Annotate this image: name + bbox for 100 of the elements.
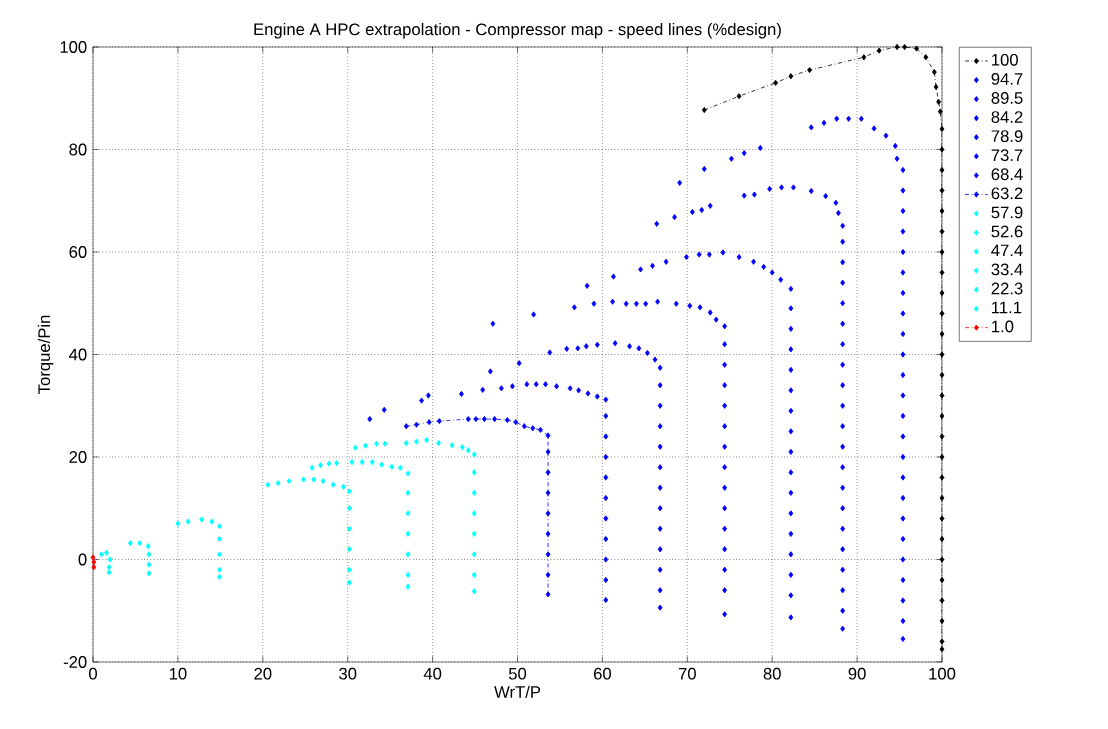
- point: [900, 412, 906, 420]
- point: [657, 382, 663, 389]
- point: [722, 566, 728, 573]
- point: [696, 251, 702, 258]
- point: [788, 305, 794, 312]
- point: [374, 440, 379, 447]
- point: [425, 392, 431, 399]
- point: [545, 591, 551, 598]
- point: [657, 546, 663, 553]
- point: [939, 494, 945, 502]
- point: [937, 108, 943, 115]
- point: [900, 635, 906, 642]
- point: [389, 463, 395, 470]
- point: [720, 249, 726, 256]
- point: [175, 520, 181, 527]
- y-tick-label: 0: [78, 553, 87, 566]
- point: [265, 481, 271, 488]
- point: [840, 505, 846, 512]
- point: [627, 343, 632, 350]
- point: [939, 474, 945, 481]
- point: [657, 423, 663, 430]
- point: [769, 269, 775, 276]
- point: [741, 150, 747, 157]
- point: [840, 607, 846, 614]
- point: [840, 279, 846, 286]
- y-tick-label: -20: [63, 656, 87, 668]
- y-tick-label: 40: [69, 348, 87, 361]
- point: [465, 416, 471, 423]
- point: [405, 510, 411, 517]
- point: [564, 345, 570, 352]
- point: [751, 258, 756, 265]
- point: [939, 646, 945, 653]
- point: [603, 596, 609, 604]
- point: [788, 510, 794, 517]
- point: [840, 238, 846, 245]
- point: [382, 440, 388, 447]
- point: [699, 206, 705, 214]
- point: [936, 98, 941, 105]
- point: [939, 371, 945, 379]
- point: [567, 385, 573, 392]
- point: [591, 300, 597, 307]
- point: [137, 540, 143, 547]
- legend-label: 11.1: [992, 301, 1022, 314]
- point: [381, 406, 387, 413]
- point: [840, 587, 846, 594]
- point: [939, 617, 945, 625]
- point: [405, 583, 411, 590]
- point: [840, 402, 846, 409]
- point: [778, 276, 784, 283]
- point: [571, 304, 577, 311]
- point: [654, 220, 660, 227]
- point: [900, 433, 906, 440]
- point: [767, 185, 773, 193]
- point: [603, 535, 609, 543]
- point: [217, 573, 222, 580]
- point: [516, 360, 522, 367]
- point: [657, 587, 663, 594]
- point: [603, 494, 609, 502]
- point: [655, 298, 660, 305]
- point: [90, 554, 96, 561]
- point: [722, 323, 728, 330]
- point: [650, 262, 655, 269]
- point: [623, 300, 629, 307]
- point: [347, 566, 352, 573]
- point: [633, 300, 639, 307]
- legend-label: 84.2: [991, 111, 1023, 123]
- point: [603, 412, 609, 420]
- point: [788, 614, 794, 621]
- point: [481, 416, 487, 423]
- point: [334, 460, 340, 467]
- point: [840, 320, 846, 327]
- point: [419, 397, 424, 404]
- point: [788, 285, 794, 292]
- point: [673, 300, 679, 307]
- point: [636, 345, 642, 352]
- point: [146, 570, 152, 577]
- point: [106, 564, 112, 571]
- point: [892, 142, 898, 149]
- point: [902, 43, 908, 51]
- point: [490, 320, 496, 327]
- point: [706, 251, 712, 258]
- point: [657, 402, 663, 409]
- point: [914, 45, 919, 52]
- point: [846, 115, 852, 122]
- x-tick-label: 90: [848, 667, 866, 680]
- chart-title: Engine A HPC extrapolation - Compressor map - speed lines (%design): [254, 22, 781, 39]
- legend-label: 47.4: [991, 244, 1023, 257]
- point: [939, 453, 945, 461]
- point: [459, 444, 465, 451]
- point: [471, 510, 477, 517]
- point: [471, 489, 477, 496]
- point: [657, 604, 663, 611]
- point: [741, 192, 747, 199]
- point: [858, 115, 864, 122]
- point: [104, 549, 109, 556]
- legend-label: 100: [992, 53, 1018, 66]
- point: [939, 515, 945, 522]
- point: [788, 448, 794, 455]
- point: [585, 390, 591, 397]
- point: [436, 418, 442, 425]
